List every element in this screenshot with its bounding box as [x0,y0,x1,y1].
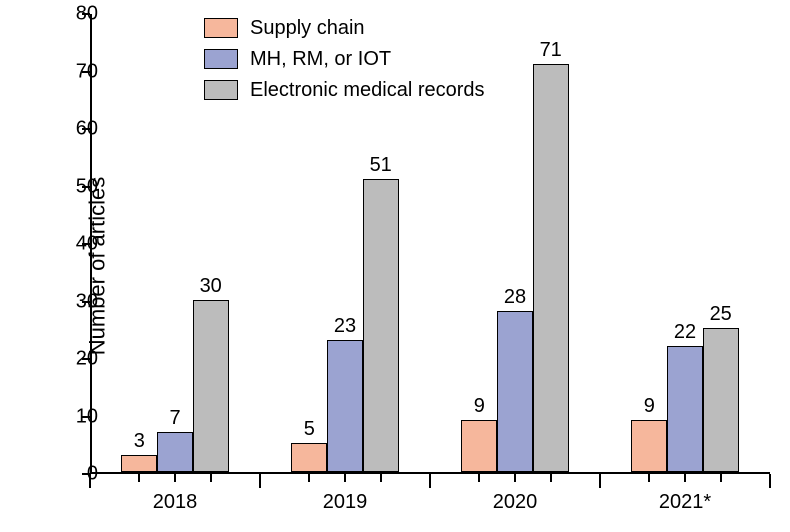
y-tick-label: 0 [87,463,98,486]
legend-label: MH, RM, or IOT [250,48,391,71]
x-category-label: 2021* [659,491,711,514]
bar-value-label: 9 [474,395,485,418]
x-tick [684,474,686,482]
x-tick [720,474,722,482]
x-group-divider [429,474,431,488]
bar-value-label: 23 [334,315,356,338]
chart-container: Number of articles Supply chain MH, RM, … [0,0,790,532]
legend: Supply chain MH, RM, or IOT Electronic m… [204,14,485,107]
bar-value-label: 30 [200,275,222,298]
legend-item: Supply chain [204,14,485,42]
x-category-label: 2020 [493,491,538,514]
x-group-divider [599,474,601,488]
bar-value-label: 7 [169,407,180,430]
y-tick-label: 70 [76,60,98,83]
legend-label: Supply chain [250,17,365,40]
y-tick-label: 60 [76,118,98,141]
bar-value-label: 3 [134,430,145,453]
bar-value-label: 25 [710,303,732,326]
y-tick-label: 10 [76,405,98,428]
bar-value-label: 71 [540,39,562,62]
bar-value-label: 28 [504,286,526,309]
y-tick-label: 30 [76,290,98,313]
x-tick [308,474,310,482]
x-tick [174,474,176,482]
bar [327,340,363,472]
bar [121,455,157,472]
legend-swatch [204,18,238,38]
x-tick [210,474,212,482]
x-group-divider [259,474,261,488]
x-category-label: 2018 [153,491,198,514]
bar [157,432,193,472]
legend-label: Electronic medical records [250,79,485,102]
bar [631,420,667,472]
bar [497,311,533,472]
bar [667,346,703,473]
legend-swatch [204,49,238,69]
bar-value-label: 51 [370,154,392,177]
y-tick-label: 50 [76,175,98,198]
bar-value-label: 5 [304,418,315,441]
x-tick [550,474,552,482]
x-tick [380,474,382,482]
bar [193,300,229,473]
x-tick [514,474,516,482]
x-tick [138,474,140,482]
x-group-divider [769,474,771,488]
x-category-label: 2019 [323,491,368,514]
bar [363,179,399,472]
plot-area: Supply chain MH, RM, or IOT Electronic m… [90,14,770,474]
y-tick-label: 80 [76,3,98,26]
bar-value-label: 9 [644,395,655,418]
x-tick [648,474,650,482]
bar [291,443,327,472]
x-tick [478,474,480,482]
bar [703,328,739,472]
x-tick [344,474,346,482]
bar [533,64,569,472]
y-tick-label: 40 [76,233,98,256]
y-tick-label: 20 [76,348,98,371]
legend-swatch [204,80,238,100]
legend-item: MH, RM, or IOT [204,45,485,73]
bar [461,420,497,472]
bar-value-label: 22 [674,321,696,344]
legend-item: Electronic medical records [204,76,485,104]
